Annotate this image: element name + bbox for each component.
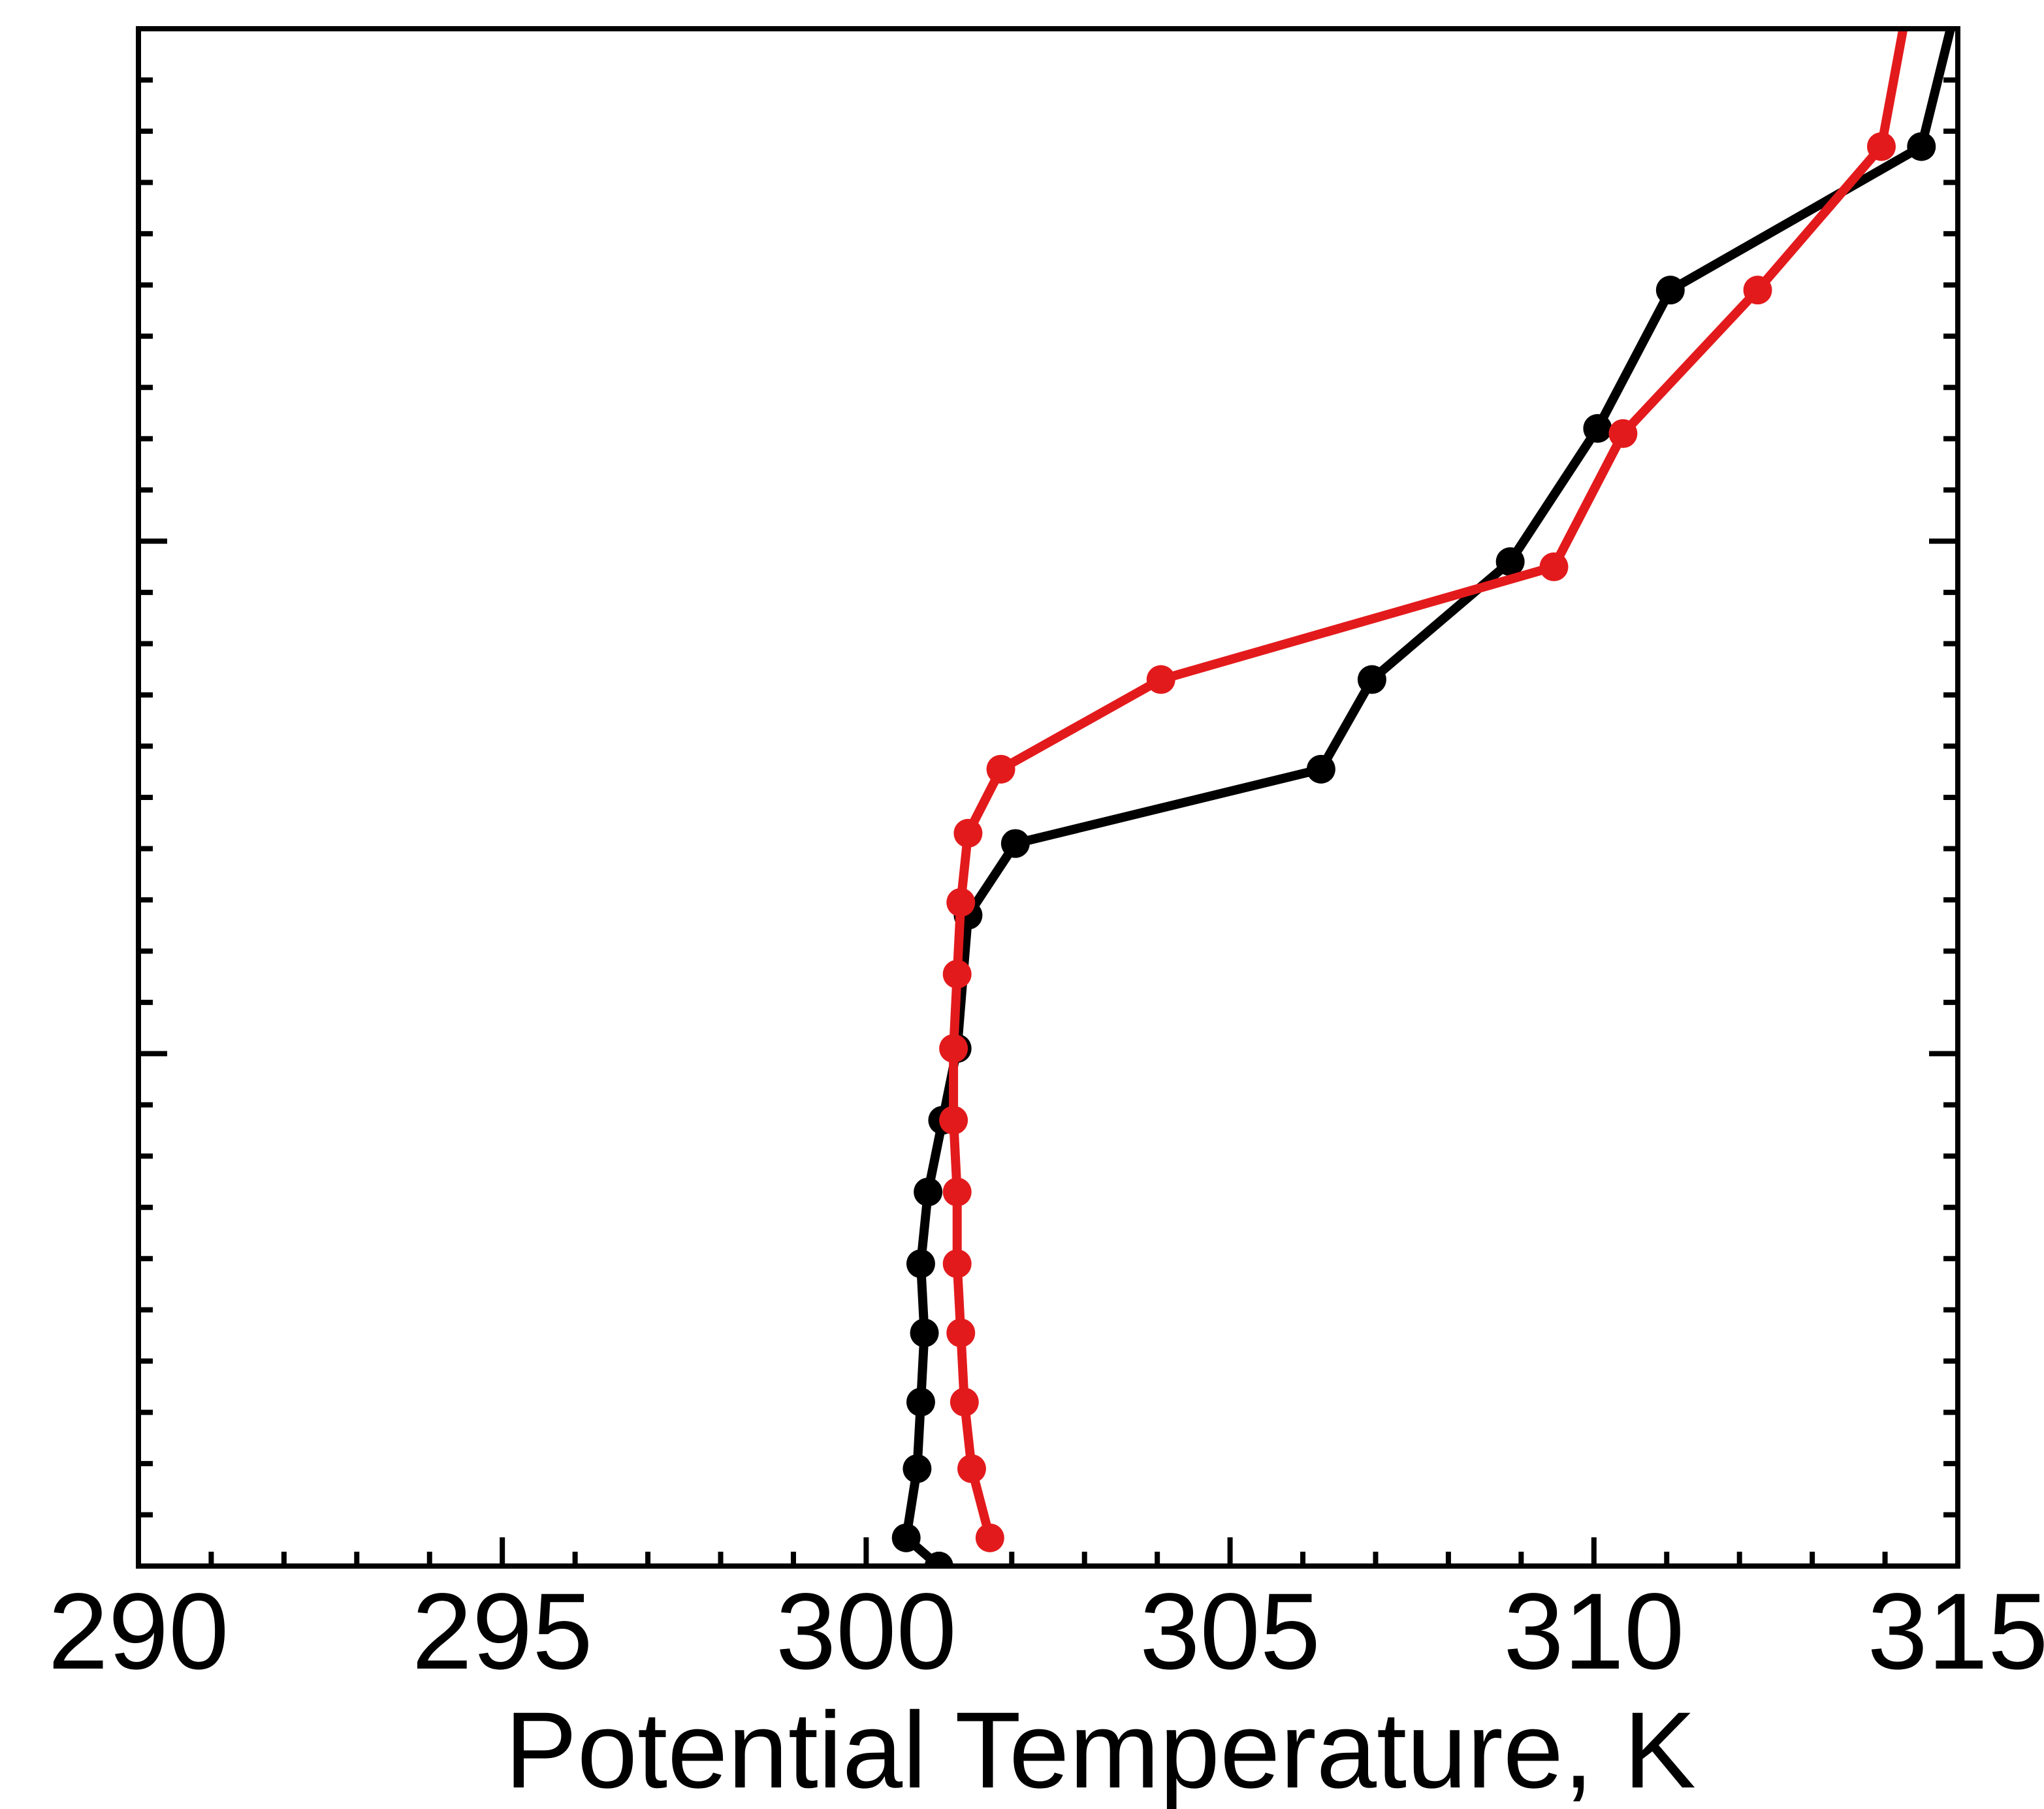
data-point (957, 1454, 986, 1483)
data-point (1306, 754, 1335, 784)
series-black (891, 29, 1955, 1566)
data-point (986, 754, 1015, 784)
data-point (939, 1034, 968, 1063)
x-axis-label: Potential Temperature, K (505, 1690, 1696, 1809)
data-point (1539, 552, 1569, 581)
data-point (953, 818, 983, 848)
data-point (1000, 829, 1030, 858)
data-point (1907, 132, 1936, 161)
data-point (906, 1249, 935, 1279)
data-point (942, 1177, 972, 1207)
data-point (1743, 276, 1772, 305)
x-tick-label: 300 (776, 1571, 957, 1692)
data-point (1357, 665, 1386, 694)
data-point (914, 1177, 943, 1207)
data-point (939, 1106, 968, 1135)
x-tick-label: 295 (412, 1571, 593, 1692)
x-tick-label: 290 (48, 1571, 229, 1692)
data-point (1608, 419, 1638, 448)
series-line (901, 29, 1955, 1566)
plot-frame (136, 26, 1960, 1569)
series-red (939, 29, 1908, 1552)
data-point (906, 1387, 935, 1417)
labels-layer: 290 295 300 305 310 315 (48, 1571, 2044, 1692)
data-point (1866, 132, 1896, 161)
data-point (950, 1387, 979, 1417)
data-point (891, 1523, 921, 1552)
data-point (910, 1318, 939, 1347)
series-line (949, 29, 1908, 1543)
data-point (1583, 414, 1612, 443)
x-tick-label: 305 (1140, 1571, 1320, 1692)
ticks-layer (138, 77, 1958, 1566)
data-point (942, 959, 972, 989)
data-point (1655, 276, 1685, 305)
data-point (946, 888, 976, 917)
data-point (1146, 665, 1175, 694)
series-layer (891, 29, 1955, 1566)
x-tick-label: 315 (1868, 1571, 2044, 1692)
data-point (942, 1249, 972, 1279)
data-point (902, 1454, 932, 1483)
data-point (975, 1523, 1004, 1552)
x-tick-label: 310 (1503, 1571, 1684, 1692)
data-point (1495, 547, 1525, 577)
data-point (946, 1318, 976, 1347)
